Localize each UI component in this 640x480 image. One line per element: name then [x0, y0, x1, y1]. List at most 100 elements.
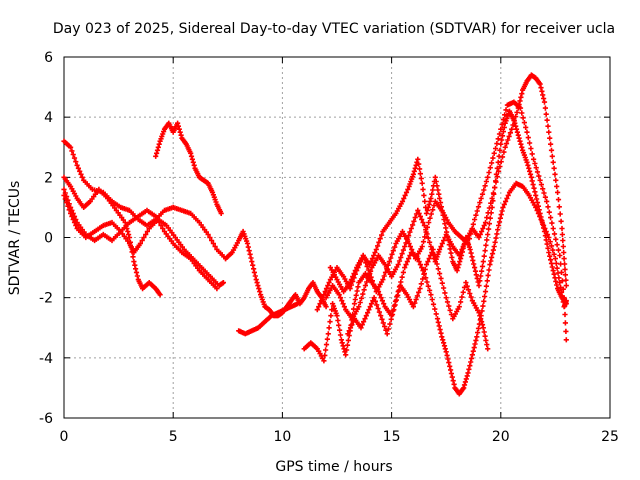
data-point-fill	[368, 301, 375, 307]
data-point-fill	[480, 225, 486, 232]
data-point	[426, 219, 432, 226]
data-point	[153, 213, 159, 219]
data-point-fill	[541, 225, 547, 231]
data-point-fill	[498, 212, 504, 218]
data-point-fill	[318, 298, 324, 304]
data-point-fill	[379, 232, 385, 238]
data-point-fill	[527, 171, 534, 177]
data-point-fill	[396, 287, 402, 293]
data-point-fill	[511, 118, 517, 124]
data-point-fill	[389, 311, 396, 318]
data-point	[563, 283, 569, 289]
data-point-fill	[339, 298, 345, 304]
data-point-fill	[477, 278, 483, 284]
data-point-fill	[540, 92, 546, 98]
data-point	[537, 210, 543, 216]
data-point-fill	[344, 347, 350, 353]
data-point	[472, 265, 478, 271]
data-point-fill	[552, 171, 558, 177]
data-point	[373, 246, 379, 253]
data-point-fill	[558, 284, 564, 290]
data-point-fill	[543, 111, 549, 117]
data-point	[485, 346, 491, 352]
data-point-fill	[458, 299, 464, 305]
data-point-fill	[376, 239, 382, 245]
data-point-fill	[536, 207, 542, 213]
data-point-fill	[521, 120, 527, 126]
data-point-fill	[548, 141, 554, 147]
data-point-fill	[368, 259, 374, 265]
data-point-fill	[188, 153, 195, 159]
data-point	[419, 180, 425, 186]
data-point-fill	[490, 247, 496, 253]
data-point	[472, 216, 478, 223]
data-point-fill	[483, 337, 489, 343]
data-point-fill	[433, 256, 439, 262]
data-point-fill	[460, 289, 466, 295]
data-point-fill	[427, 252, 434, 259]
data-point-fill	[375, 305, 381, 312]
data-point-fill	[478, 316, 484, 322]
y-tick-label: -2	[39, 291, 53, 307]
data-point-fill	[419, 265, 425, 271]
data-point-fill	[64, 200, 70, 206]
data-point	[220, 280, 226, 286]
data-point-fill	[189, 156, 195, 162]
data-point	[557, 252, 563, 259]
data-point-fill	[369, 278, 375, 284]
data-point-fill	[126, 231, 132, 238]
data-point-fill	[473, 337, 479, 343]
y-tick-label: -6	[39, 411, 53, 427]
data-point	[469, 352, 475, 358]
data-point-fill	[489, 160, 495, 166]
data-point-fill	[381, 273, 387, 279]
data-point-fill	[324, 336, 330, 342]
data-point-fill	[399, 274, 405, 280]
data-point-fill	[477, 200, 483, 206]
data-point	[362, 283, 368, 289]
data-point	[498, 126, 504, 132]
data-point-fill	[340, 343, 346, 349]
data-point-fill	[403, 262, 409, 268]
data-point-fill	[414, 293, 420, 299]
data-point-fill	[396, 258, 403, 264]
data-point-fill	[143, 231, 149, 238]
data-point	[391, 307, 397, 313]
data-point-fill	[562, 311, 568, 318]
data-point-fill	[461, 382, 468, 388]
data-point	[500, 204, 506, 210]
data-point-fill	[481, 253, 487, 259]
data-point-fill	[548, 257, 554, 263]
data-point-fill	[423, 275, 429, 281]
data-point-fill	[351, 271, 357, 277]
data-point-fill	[407, 243, 413, 250]
data-point-fill	[499, 133, 506, 139]
data-point-fill	[434, 261, 440, 267]
data-point-fill	[468, 231, 474, 237]
data-point-fill	[538, 85, 544, 91]
data-point-fill	[392, 302, 398, 308]
data-point-fill	[416, 289, 422, 295]
data-point-fill	[361, 287, 367, 293]
data-point-fill	[472, 341, 478, 347]
data-point-fill	[144, 228, 150, 235]
data-point-fill	[250, 262, 256, 268]
data-point-fill	[553, 278, 559, 284]
data-point-fill	[479, 228, 485, 235]
data-point	[384, 331, 390, 337]
data-point-fill	[437, 327, 443, 333]
data-point-fill	[438, 243, 444, 250]
data-point-fill	[556, 204, 562, 210]
y-tick-label: -4	[39, 351, 53, 367]
data-point	[74, 162, 80, 168]
data-point-fill	[448, 370, 454, 377]
data-point	[253, 277, 259, 283]
data-point-fill	[421, 192, 427, 198]
data-point-fill	[393, 297, 399, 303]
data-point-fill	[132, 262, 138, 268]
data-point-fill	[434, 183, 440, 189]
data-point-fill	[541, 95, 547, 102]
data-point	[563, 337, 569, 343]
data-point-fill	[464, 283, 470, 289]
data-point-fill	[504, 195, 510, 201]
